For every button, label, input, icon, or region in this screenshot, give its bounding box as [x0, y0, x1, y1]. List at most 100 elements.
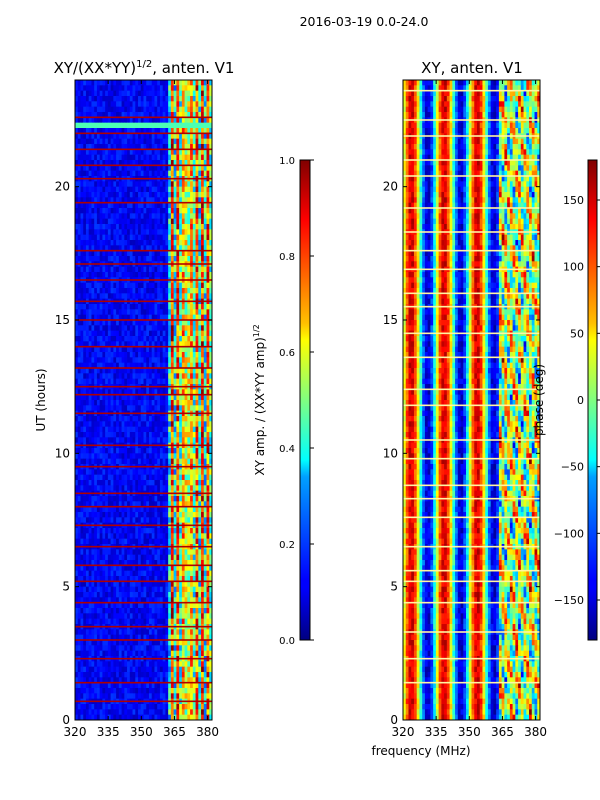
heatmap-cell — [148, 218, 153, 225]
heatmap-cell — [184, 192, 188, 198]
heatmap-cell — [198, 330, 202, 337]
heatmap-cell — [124, 133, 128, 140]
heatmap-cell — [148, 485, 153, 492]
heatmap-cell — [124, 96, 128, 102]
heatmap-cell — [94, 138, 98, 145]
heatmap-cell — [176, 565, 180, 572]
heatmap-cell — [181, 266, 185, 273]
heatmap-cell — [113, 181, 117, 188]
heatmap-cell — [206, 245, 210, 252]
heatmap-cell — [209, 149, 213, 156]
heatmap-cell — [85, 309, 90, 316]
heatmap-cell — [140, 138, 144, 145]
heatmap-cell — [110, 378, 114, 385]
heatmap-cell — [129, 106, 133, 113]
heatmap-cell — [77, 101, 81, 108]
heatmap-cell — [206, 80, 210, 86]
heatmap-cell — [88, 272, 92, 278]
heatmap-cell — [107, 533, 112, 540]
heatmap-cell — [176, 112, 180, 118]
heatmap-cell — [170, 517, 175, 524]
heatmap-cell — [162, 336, 166, 342]
heatmap-cell — [118, 314, 122, 321]
heatmap-cell — [159, 453, 164, 460]
heatmap-cell — [127, 528, 131, 534]
heatmap-cell — [88, 330, 92, 337]
heatmap-cell — [173, 426, 177, 433]
heatmap-cell — [91, 304, 95, 310]
heatmap-cell — [151, 480, 155, 486]
heatmap-cell — [170, 506, 175, 513]
heatmap-cell — [192, 362, 196, 369]
heatmap-cell — [157, 533, 161, 540]
heatmap-cell — [135, 117, 139, 124]
heatmap-cell — [94, 586, 98, 593]
heatmap-cell — [154, 240, 158, 246]
heatmap-cell — [85, 426, 90, 433]
heatmap-cell — [116, 597, 120, 604]
heatmap-cell — [121, 533, 125, 540]
heatmap-cell — [138, 106, 142, 113]
heatmap-cell — [195, 368, 199, 374]
heatmap-cell — [179, 469, 183, 476]
heatmap-cell — [162, 458, 166, 465]
heatmap-cell — [173, 245, 177, 252]
heatmap-cell — [110, 213, 114, 220]
heatmap-cell — [190, 512, 194, 518]
heatmap-cell — [187, 560, 191, 566]
heatmap-cell — [157, 149, 161, 156]
heatmap-cell — [113, 309, 117, 316]
heatmap-cell — [162, 506, 166, 513]
heatmap-cell — [184, 202, 188, 209]
heatmap-cell — [113, 528, 117, 534]
heatmap-cell — [99, 336, 103, 342]
heatmap-cell — [179, 272, 183, 278]
heatmap-cell — [116, 480, 120, 486]
heatmap-cell — [116, 192, 120, 198]
heatmap-cell — [105, 426, 109, 433]
heatmap-cell — [105, 474, 109, 481]
heatmap-cell — [146, 138, 150, 145]
heatmap-cell — [127, 426, 131, 433]
heatmap-cell — [195, 197, 199, 204]
heatmap-cell — [154, 608, 158, 614]
heatmap-cell — [118, 181, 122, 188]
heatmap-cell — [127, 202, 131, 209]
heatmap-cell — [124, 192, 128, 198]
heatmap-cell — [179, 234, 183, 241]
heatmap-cell — [165, 469, 169, 476]
heatmap-cell — [192, 346, 196, 353]
heatmap-cell — [140, 90, 144, 97]
heatmap-cell — [118, 122, 122, 129]
heatmap-cell — [75, 170, 79, 177]
heatmap-cell — [124, 101, 128, 108]
heatmap-cell — [146, 160, 150, 166]
heatmap-cell — [143, 138, 147, 145]
heatmap-cell — [151, 272, 155, 278]
heatmap-cell — [102, 272, 106, 278]
heatmap-cell — [91, 586, 95, 593]
heatmap-cell — [121, 432, 125, 438]
heatmap-cell — [129, 240, 133, 246]
heatmap-cell — [168, 90, 172, 97]
heatmap-cell — [135, 538, 139, 545]
heatmap-cell — [121, 101, 125, 108]
heatmap-cell — [138, 400, 142, 406]
heatmap-cell — [138, 496, 142, 502]
heatmap-cell — [157, 197, 161, 204]
heatmap-cell — [170, 560, 175, 566]
heatmap-cell — [107, 602, 112, 609]
heatmap-cell — [159, 245, 164, 252]
heatmap-cell — [151, 501, 155, 508]
heatmap-cell — [162, 314, 166, 321]
heatmap-cell — [135, 469, 139, 476]
heatmap-cell — [198, 202, 202, 209]
heatmap-cell — [162, 448, 166, 454]
heatmap-cell — [110, 602, 114, 609]
heatmap-cell — [124, 549, 128, 556]
heatmap-cell — [80, 160, 84, 166]
heatmap-cell — [107, 506, 112, 513]
heatmap-cell — [151, 421, 155, 428]
heatmap-cell — [192, 576, 196, 582]
heatmap-cell — [124, 330, 128, 337]
